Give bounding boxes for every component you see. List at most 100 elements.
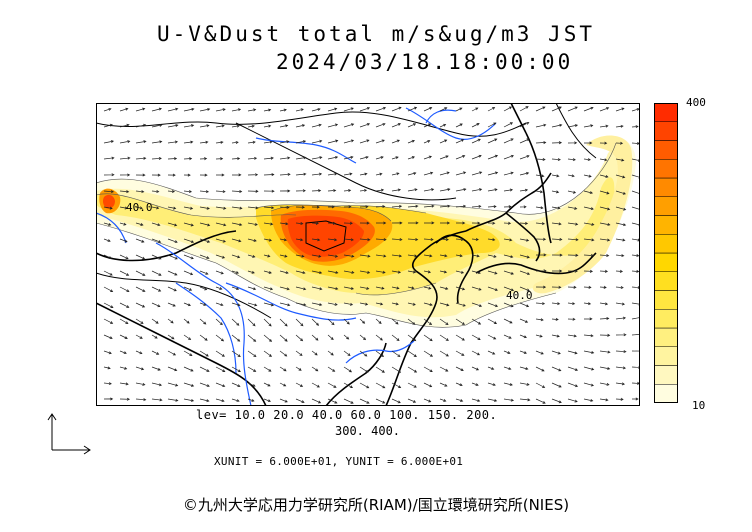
wind-arrow bbox=[199, 206, 210, 210]
wind-arrow bbox=[295, 366, 302, 371]
wind-arrow bbox=[247, 156, 258, 160]
wind-arrow bbox=[183, 318, 190, 324]
colorbar-cell bbox=[654, 384, 678, 403]
wind-arrow bbox=[455, 366, 464, 371]
wind-arrow bbox=[471, 254, 480, 258]
wind-arrow bbox=[215, 254, 226, 259]
wind-arrow bbox=[423, 106, 433, 112]
wind-arrow bbox=[135, 173, 146, 177]
wind-arrow bbox=[343, 238, 354, 242]
wind-arrow bbox=[231, 238, 242, 243]
wind-arrow bbox=[167, 107, 179, 112]
wind-arrow bbox=[151, 123, 163, 128]
wind-arrow bbox=[311, 398, 322, 404]
wind-arrow bbox=[423, 254, 433, 258]
wind-arrow bbox=[135, 382, 146, 386]
wind-arrow bbox=[439, 334, 449, 341]
wind-arrow bbox=[215, 270, 224, 275]
wind-arrow bbox=[263, 366, 272, 372]
wind-arrow bbox=[583, 190, 594, 195]
wind-arrow bbox=[519, 302, 530, 308]
wind-arrow bbox=[439, 382, 448, 387]
colorbar-cell bbox=[654, 271, 678, 291]
wind-arrow bbox=[583, 302, 592, 306]
wind-arrow bbox=[567, 334, 577, 338]
wind-arrow bbox=[632, 397, 639, 401]
wind-arrow bbox=[167, 318, 174, 324]
wind-arrow bbox=[535, 302, 546, 306]
wind-arrow bbox=[359, 123, 371, 128]
wind-arrow bbox=[247, 206, 259, 210]
wind-arrow bbox=[455, 286, 466, 291]
wind-arrow bbox=[535, 253, 547, 257]
wind-arrow bbox=[279, 205, 290, 209]
wind-arrow bbox=[311, 221, 319, 225]
wind-arrow bbox=[263, 254, 271, 258]
wind-arrow bbox=[599, 174, 609, 178]
wind-arrow bbox=[551, 285, 562, 289]
contour-label-west: 40.0 bbox=[126, 201, 153, 214]
wind-arrow bbox=[119, 123, 130, 128]
wind-arrow bbox=[615, 206, 627, 211]
wind-arrow bbox=[327, 155, 339, 160]
wind-arrow bbox=[167, 286, 177, 292]
wind-arrow bbox=[423, 139, 431, 144]
wind-arrow bbox=[615, 124, 624, 128]
wind-arrow bbox=[199, 222, 211, 227]
wind-arrow bbox=[391, 398, 401, 404]
wind-arrow bbox=[279, 286, 290, 291]
wind-arrow bbox=[279, 302, 291, 307]
wind-arrow bbox=[631, 349, 640, 353]
wind-arrow bbox=[279, 254, 288, 258]
wind-arrow bbox=[231, 222, 243, 227]
wind-arrow bbox=[151, 334, 158, 339]
wind-arrow bbox=[519, 171, 530, 176]
wind-arrow bbox=[103, 382, 112, 386]
wind-arrow bbox=[471, 221, 481, 225]
wind-arrow bbox=[583, 206, 594, 211]
wind-arrow bbox=[247, 222, 258, 226]
wind-arrow bbox=[535, 106, 546, 112]
wind-arrow bbox=[599, 302, 609, 306]
wind-arrow bbox=[263, 318, 272, 327]
wind-arrow bbox=[167, 206, 177, 210]
wind-arrow bbox=[343, 334, 350, 340]
wind-arrow bbox=[535, 158, 546, 162]
wind-arrow bbox=[455, 254, 463, 258]
wind-arrow bbox=[376, 221, 387, 225]
wind-arrow bbox=[487, 254, 497, 258]
wind-arrow bbox=[231, 140, 239, 144]
wind-arrow bbox=[151, 366, 161, 371]
wind-arrow bbox=[279, 189, 291, 193]
wind-arrow bbox=[135, 270, 146, 276]
wind-arrow bbox=[583, 398, 594, 402]
wind-arrow bbox=[327, 172, 338, 176]
wind-arrow bbox=[167, 302, 176, 307]
wind-arrow bbox=[215, 350, 225, 357]
wind-arrow bbox=[199, 107, 211, 112]
colorbar-cell bbox=[654, 140, 678, 160]
wind-arrow bbox=[103, 270, 113, 276]
wind-arrow bbox=[327, 107, 338, 112]
wind-arrow bbox=[183, 124, 195, 128]
wind-arrow bbox=[519, 286, 530, 292]
wind-arrow bbox=[391, 172, 400, 176]
wind-arrow bbox=[135, 350, 143, 355]
wind-arrow bbox=[119, 238, 128, 243]
wind-arrow bbox=[503, 350, 511, 355]
wind-arrow bbox=[551, 123, 563, 128]
colorbar-cell bbox=[654, 215, 678, 235]
wind-arrow bbox=[487, 205, 497, 209]
wind-arrow bbox=[407, 398, 417, 403]
wind-arrow bbox=[231, 108, 242, 112]
wind-arrow bbox=[567, 366, 579, 371]
wind-arrow bbox=[423, 366, 433, 372]
wind-arrow bbox=[199, 334, 208, 341]
wind-arrow bbox=[327, 270, 339, 275]
wind-arrow bbox=[615, 269, 624, 273]
wind-arrow bbox=[599, 269, 609, 273]
wind-arrow bbox=[551, 366, 562, 372]
wind-arrow bbox=[279, 318, 288, 327]
wind-arrow bbox=[183, 107, 195, 112]
wind-arrow bbox=[247, 173, 259, 177]
